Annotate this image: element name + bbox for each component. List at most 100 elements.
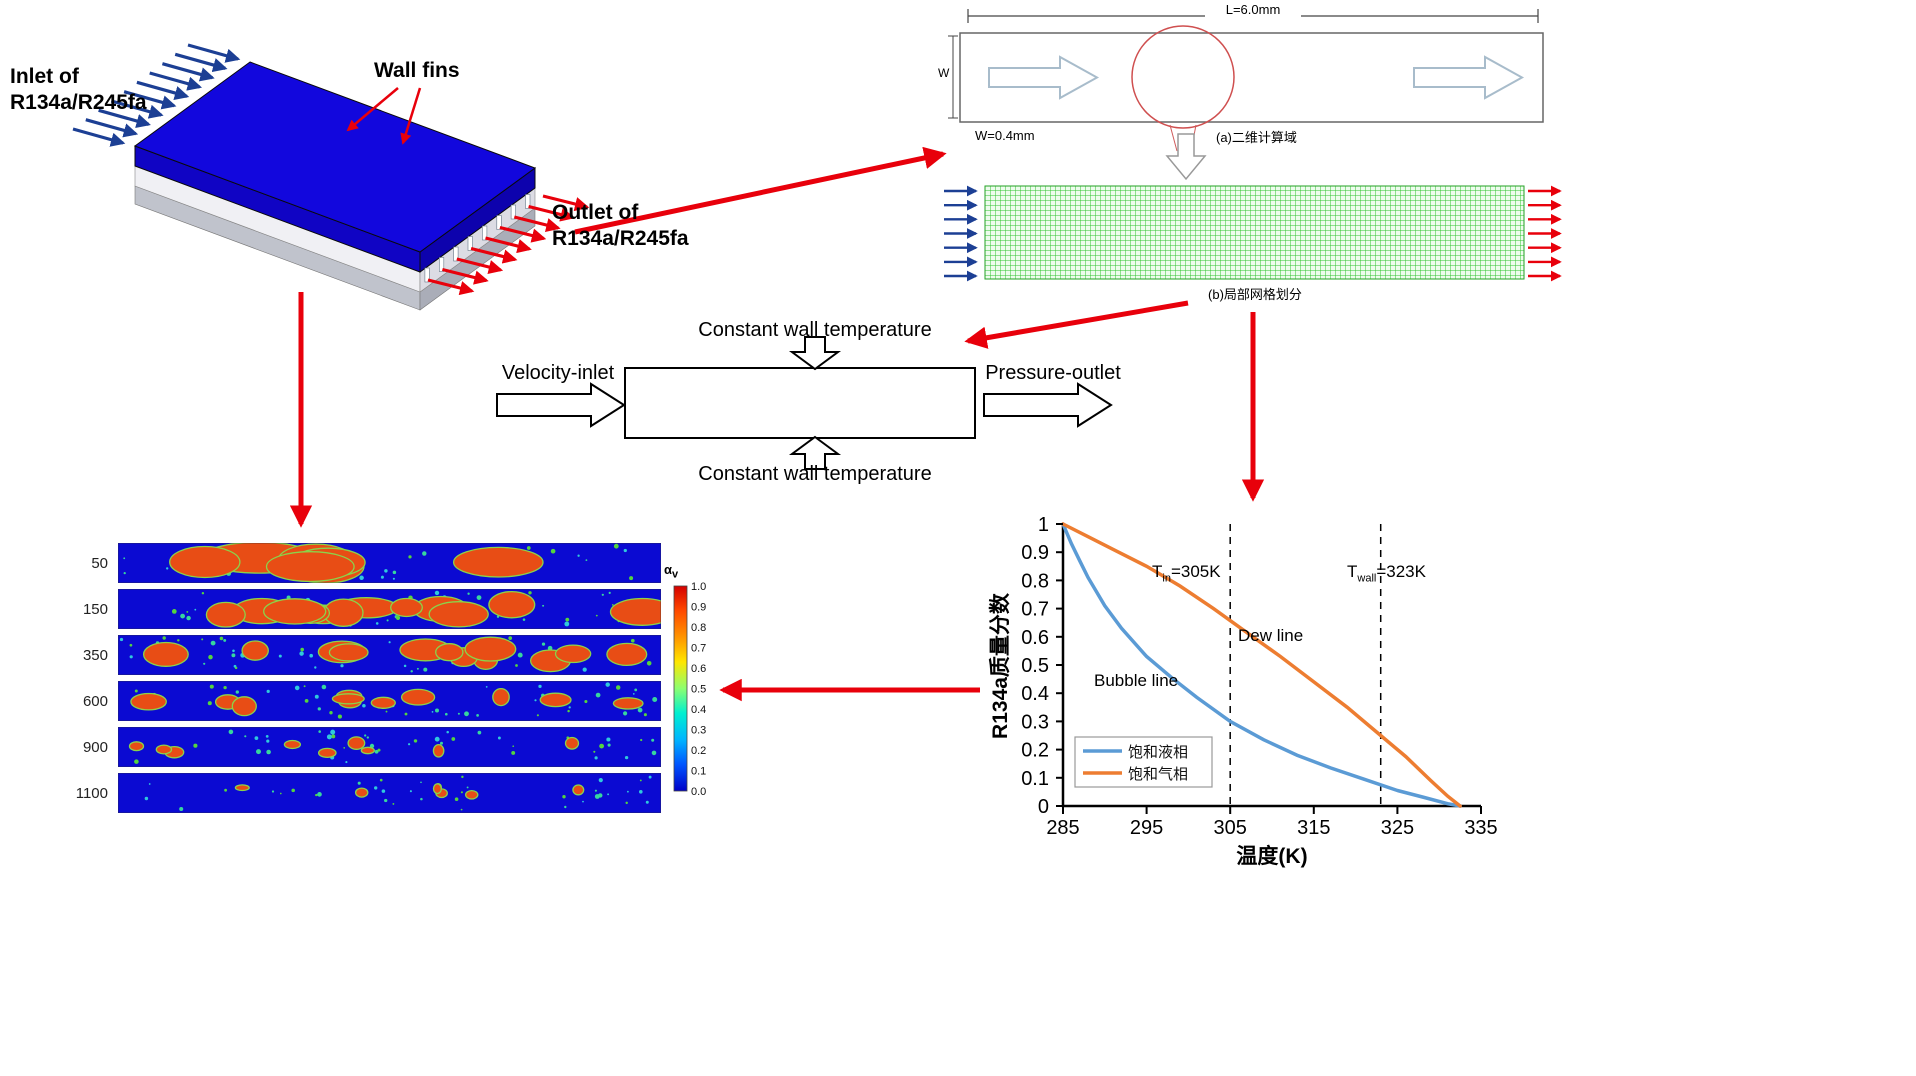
wall-temperature-arrow-bottom (788, 435, 842, 470)
outlet-flow-arrow (456, 257, 504, 275)
zoom-down-arrow (1165, 133, 1207, 181)
flow-direction-arrow-right (1413, 55, 1525, 100)
inlet-flow-arrow (149, 71, 203, 91)
exchanger-flow-arrows (72, 43, 590, 296)
y-tick-label: 0 (1038, 796, 1049, 818)
bc-top-label: Constant wall temperature (698, 319, 932, 341)
domain-2d-caption: (a)二维计算域 (1216, 130, 1297, 145)
colorbar-ticks: 1.0 0.9 0.8 0.7 0.6 0.5 0.4 0.3 0.2 0.1 0.0 (691, 581, 706, 798)
x-tick-label: 335 (1464, 817, 1497, 839)
wall-fins-label: Wall fins (374, 59, 460, 82)
boundary-condition-diagram (496, 336, 1113, 470)
contour-row-label: 900 (83, 739, 108, 756)
wall-fins-pointer-arrow (346, 87, 399, 132)
wall-fin-slot (453, 246, 459, 262)
wall-fin-slot (525, 194, 531, 209)
contour-row-label: 50 (91, 555, 108, 572)
length-dimension-label: L=6.0mm (1205, 2, 1301, 19)
colorbar-tick-label: 0.1 (691, 766, 706, 778)
y-tick-label: 0.2 (1021, 740, 1049, 762)
colorbar-tick-label: 0.2 (691, 745, 706, 757)
contour-strip-600 (118, 681, 661, 721)
inlet-label: Inlet of R134a/R245fa (10, 65, 147, 115)
mesh-caption: (b)局部网格划分 (1208, 287, 1302, 302)
outlet-flow-arrow (499, 225, 547, 243)
wall-fin-slot (424, 267, 430, 283)
y-tick-label: 0.5 (1021, 655, 1049, 677)
mesh-flow-arrows (944, 185, 1562, 282)
flow-direction-arrow-left (988, 55, 1100, 100)
chart-dynamic-content: 285 295 305 315 325 335 0 0.1 0.2 0.3 0.4 0.5 0.6 0.7… (1021, 514, 1498, 839)
wall-fins-pointers (346, 87, 422, 145)
connector-arrows (289, 146, 1265, 702)
pressure-outlet-arrow (983, 382, 1113, 428)
outlet-flow-arrow (485, 236, 532, 254)
colorbar-gradient (673, 585, 688, 792)
mesh-rectangle (984, 185, 1525, 280)
y-tick-label: 0.3 (1021, 711, 1049, 733)
wall-fin-slot (496, 215, 502, 230)
bc-inlet-label: Velocity-inlet (501, 362, 615, 384)
y-tick-label: 0.4 (1021, 683, 1049, 705)
contour-row-label: 350 (83, 647, 108, 664)
contour-strip-350 (118, 635, 661, 675)
outlet-flow-arrow (528, 204, 575, 222)
y-tick-label: 1 (1038, 514, 1049, 536)
series-curve-1 (1061, 522, 1462, 808)
colorbar-tick-label: 0.9 (691, 602, 706, 614)
colorbar-title-sub: v (672, 568, 679, 581)
colorbar-tick-label: 0.0 (691, 786, 706, 798)
inlet-flow-arrow (187, 43, 241, 63)
inlet-flow-arrow (123, 90, 177, 110)
outlet-flow-arrow (470, 246, 518, 264)
legend-label-saturated-liquid: 饱和液相 (1128, 744, 1188, 761)
domain-2d-schematic (948, 9, 1544, 181)
dew-line-annotation: Dew line (1238, 626, 1304, 645)
bc-outlet-label: Pressure-outlet (985, 362, 1121, 384)
colorbar-tick-label: 0.6 (691, 663, 706, 675)
contour-strip-1100 (118, 773, 661, 813)
colorbar-tick-label: 0.7 (691, 643, 706, 655)
inlet-flow-arrow (110, 99, 164, 119)
contour-strip-150 (118, 589, 661, 629)
phase-diagram: 285 295 305 315 325 335 0 0.1 0.2 0.3 0.4 0.5 0.6 0.7… (1021, 514, 1498, 839)
colorbar-tick-label: 1.0 (691, 581, 706, 593)
wall-fin-slot (438, 257, 445, 272)
mesh-panel (984, 185, 1525, 280)
contour-row-label: 150 (83, 601, 108, 618)
bc-domain-rectangle (624, 367, 976, 439)
contour-strip-900 (118, 727, 661, 767)
contour-row-label: 600 (83, 693, 108, 710)
wall-fin-slot (467, 236, 473, 251)
wall-fins-pointer-arrow (400, 87, 422, 145)
x-tick-label: 285 (1046, 817, 1079, 839)
connector-exchanger-to-domain (574, 146, 947, 235)
colorbar-tick-label: 0.8 (691, 622, 706, 634)
twall-annotation: Twall=323K (1347, 562, 1426, 585)
zoom-region-circle (1131, 25, 1235, 129)
heat-exchanger-3d (133, 61, 537, 311)
y-tick-label: 0.8 (1021, 570, 1049, 592)
bubble-line-annotation: Bubble line (1094, 671, 1179, 690)
wall-temperature-arrow-top (788, 336, 842, 371)
wall-fin-slot (482, 225, 488, 241)
y-tick-label: 0.9 (1021, 542, 1049, 564)
inlet-flow-arrow (136, 80, 190, 100)
outlet-flow-arrow (542, 194, 590, 212)
outlet-flow-arrow (513, 215, 561, 233)
legend-box (1074, 736, 1213, 788)
volume-fraction-contours: 50 150 350 600 900 1100 (76, 543, 661, 813)
outlet-flow-arrow (442, 267, 489, 285)
inlet-flow-arrow (98, 108, 151, 128)
chart-legend: 饱和液相 饱和气相 (1074, 736, 1213, 788)
colorbar (673, 585, 688, 792)
x-tick-label: 295 (1130, 817, 1163, 839)
width-dimension-label: W=0.4mm (975, 128, 1035, 143)
contour-strip-50 (118, 543, 661, 583)
colorbar-title-base: α (664, 562, 672, 577)
x-tick-label: 305 (1214, 817, 1247, 839)
connector-mesh-to-boundary (964, 300, 1189, 349)
contour-row-label: 1100 (76, 785, 108, 802)
